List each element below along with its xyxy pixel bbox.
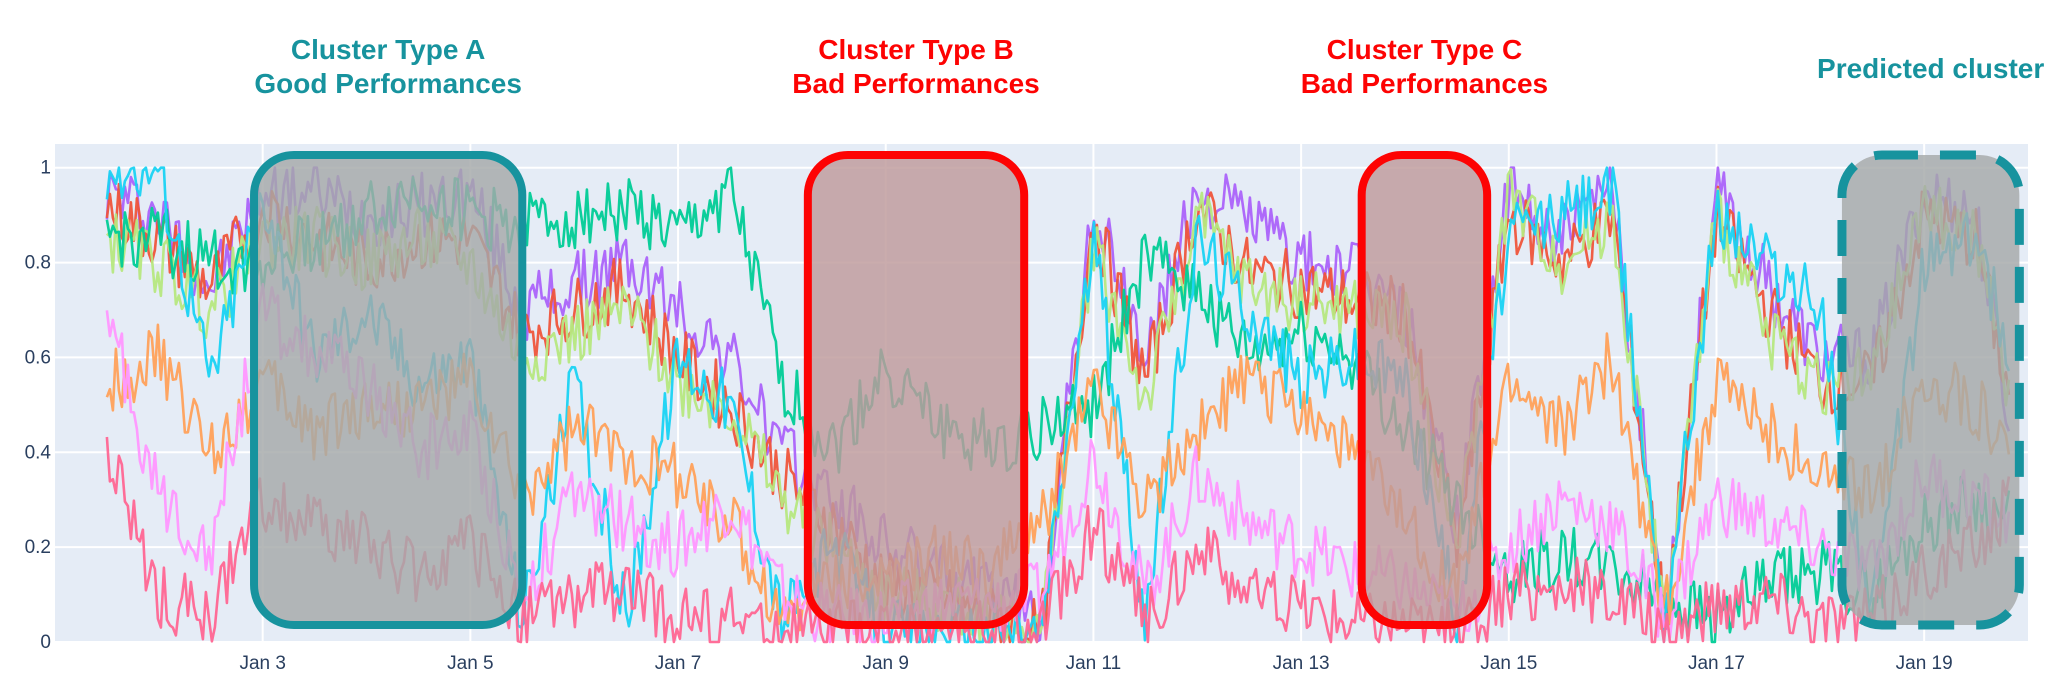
y-tick-label: 0.6: [25, 347, 51, 368]
x-tick-label: Jan 13: [1273, 653, 1330, 674]
cluster-box: [1837, 150, 2024, 630]
y-tick-label: 1: [40, 158, 51, 179]
cluster-label: Bad Performances: [792, 68, 1039, 99]
x-tick-label: Jan 17: [1688, 653, 1745, 674]
cluster-label: Bad Performances: [1301, 68, 1548, 99]
cluster-label: Predicted cluster: [1817, 53, 2044, 84]
cluster-box: [250, 151, 527, 629]
x-tick-label: Jan 5: [447, 653, 493, 674]
x-tick-label: Jan 19: [1896, 653, 1953, 674]
cluster-label: Good Performances: [254, 68, 522, 99]
y-tick-label: 0.2: [25, 537, 51, 558]
x-tick-label: Jan 7: [655, 653, 701, 674]
cluster-label: Cluster Type C: [1327, 34, 1523, 65]
cluster-boxes: [250, 150, 2024, 630]
x-tick-label: Jan 3: [239, 653, 285, 674]
x-tick-label: Jan 9: [862, 653, 908, 674]
cluster-label: Cluster Type A: [291, 34, 485, 65]
y-tick-label: 0.4: [25, 442, 52, 463]
cluster-box: [1357, 151, 1492, 629]
y-tick-label: 0: [40, 632, 51, 653]
y-axis-ticks: 0 0.2 0.4 0.6 0.8 1: [25, 158, 52, 653]
x-tick-label: Jan 11: [1066, 653, 1122, 674]
x-axis-ticks: Jan 3 Jan 5 Jan 7 Jan 9 Jan 11 Jan 13 Jan 15 Ja…: [239, 653, 1952, 674]
y-tick-label: 0.8: [25, 253, 51, 274]
x-tick-label: Jan 15: [1480, 653, 1537, 674]
cluster-label: Cluster Type B: [818, 34, 1014, 65]
cluster-box: [803, 151, 1029, 629]
